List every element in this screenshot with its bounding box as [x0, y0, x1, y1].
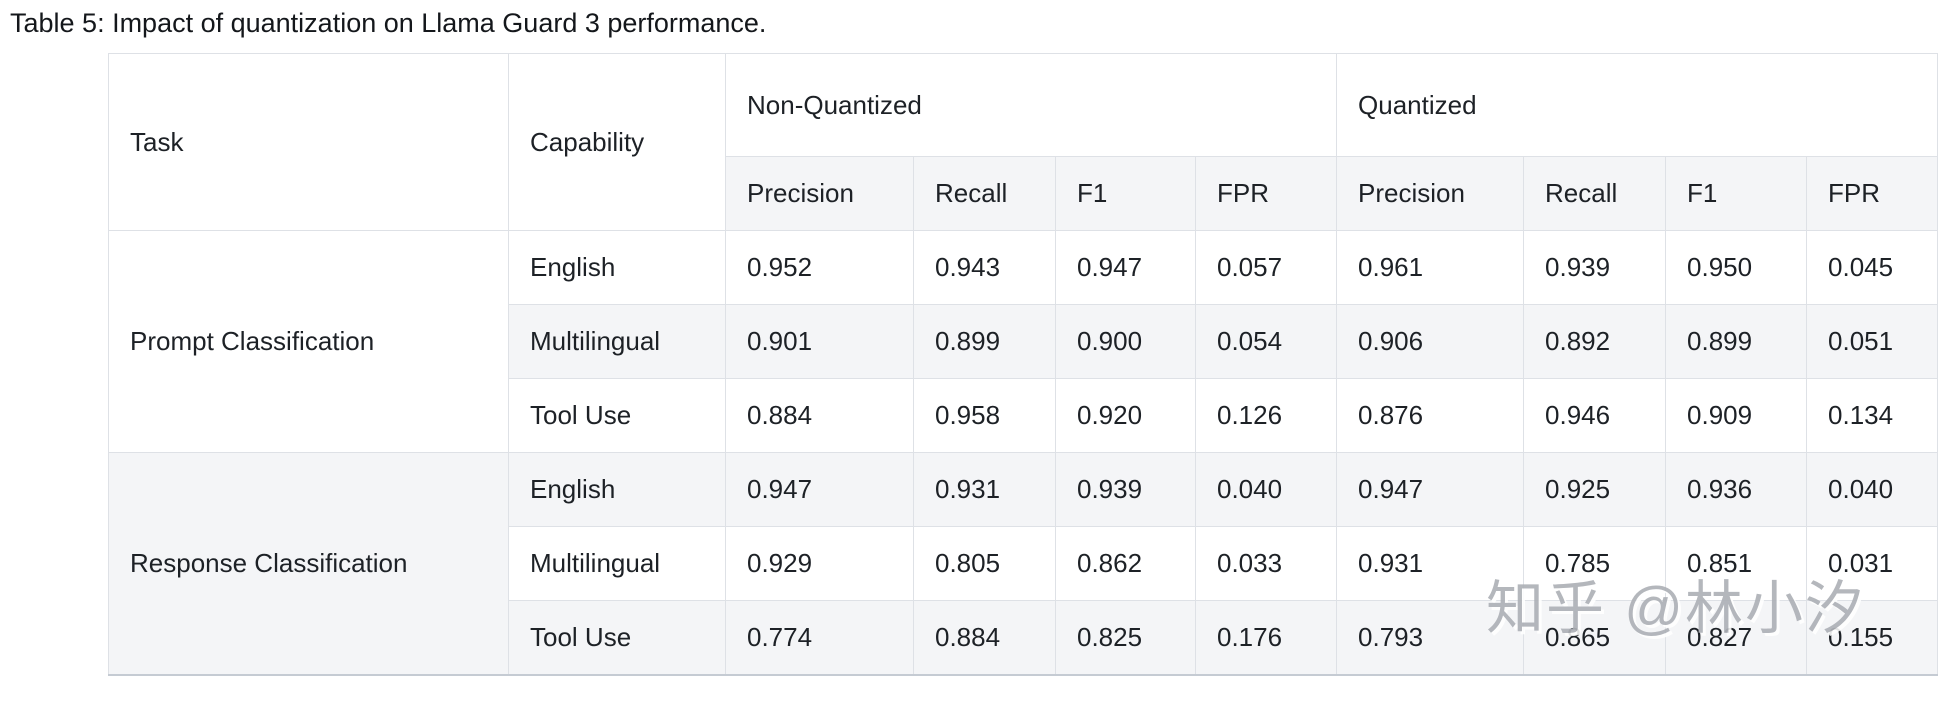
col-header-nq-fpr: FPR: [1194, 156, 1338, 231]
metric-cell: 0.899: [1665, 304, 1808, 379]
metric-cell: 0.884: [913, 600, 1056, 675]
metric-cell: 0.031: [1806, 526, 1939, 601]
metric-cell: 0.793: [1336, 600, 1525, 675]
table-row: Multilingual 0.929 0.805 0.862 0.033 0.9…: [109, 526, 1939, 601]
performance-table: Task Capability Non-Quantized Quantized …: [108, 53, 1939, 676]
col-header-nq-precision: Precision: [725, 156, 914, 231]
col-header-task: Task: [108, 53, 509, 231]
metric-cell: 0.825: [1055, 600, 1196, 675]
metric-header-row: Precision Recall F1 FPR Precision Recall…: [109, 156, 1939, 231]
metric-cell: 0.033: [1194, 526, 1338, 601]
metric-cell: 0.876: [1336, 378, 1525, 453]
table-row: Multilingual 0.901 0.899 0.900 0.054 0.9…: [109, 304, 1939, 379]
capability-cell: Tool Use: [508, 600, 726, 675]
col-header-q-precision: Precision: [1336, 156, 1525, 231]
capability-cell: Multilingual: [508, 526, 726, 601]
metric-cell: 0.155: [1806, 600, 1939, 675]
metric-cell: 0.785: [1523, 526, 1667, 601]
metric-cell: 0.051: [1806, 304, 1939, 379]
col-header-nq-recall: Recall: [913, 156, 1056, 231]
metric-cell: 0.774: [725, 600, 914, 675]
group-header-row: Task Capability Non-Quantized Quantized: [108, 53, 1939, 231]
capability-cell: English: [508, 230, 726, 305]
metric-cell: 0.884: [725, 378, 914, 453]
metric-cell: 0.134: [1806, 378, 1939, 453]
col-header-q-recall: Recall: [1523, 156, 1667, 231]
capability-cell: Multilingual: [508, 304, 726, 379]
metric-cell: 0.947: [1336, 452, 1525, 527]
metric-cell: 0.946: [1523, 378, 1667, 453]
task-cell-response-classification: Response Classification: [108, 452, 509, 675]
col-header-q-fpr: FPR: [1806, 156, 1939, 231]
metric-cell: 0.929: [725, 526, 914, 601]
metric-cell: 0.126: [1194, 378, 1338, 453]
metric-cell: 0.900: [1055, 304, 1196, 379]
table-caption: Table 5: Impact of quantization on Llama…: [10, 8, 767, 38]
col-header-capability: Capability: [508, 53, 726, 231]
metric-cell: 0.947: [1055, 230, 1196, 305]
metric-cell: 0.950: [1665, 230, 1808, 305]
metric-cell: 0.939: [1523, 230, 1667, 305]
metric-cell: 0.952: [725, 230, 914, 305]
metric-cell: 0.906: [1336, 304, 1525, 379]
col-group-quantized: Quantized: [1336, 53, 1939, 157]
metric-cell: 0.931: [913, 452, 1056, 527]
table-row: Prompt Classification English 0.952 0.94…: [108, 230, 1939, 453]
metric-cell: 0.054: [1194, 304, 1338, 379]
metric-cell: 0.865: [1523, 600, 1667, 675]
metric-cell: 0.961: [1336, 230, 1525, 305]
metric-cell: 0.909: [1665, 378, 1808, 453]
col-group-non-quantized: Non-Quantized: [724, 53, 1338, 157]
metric-cell: 0.176: [1194, 600, 1338, 675]
metric-cell: 0.936: [1665, 452, 1808, 527]
metric-cell: 0.862: [1055, 526, 1196, 601]
metric-cell: 0.931: [1336, 526, 1525, 601]
metric-cell: 0.939: [1055, 452, 1196, 527]
capability-cell: English: [508, 452, 726, 527]
metric-cell: 0.057: [1194, 230, 1338, 305]
col-header-q-f1: F1: [1665, 156, 1808, 231]
metric-cell: 0.827: [1665, 600, 1808, 675]
metric-cell: 0.045: [1806, 230, 1939, 305]
table-row: Tool Use 0.774 0.884 0.825 0.176 0.793 0…: [109, 600, 1939, 675]
metric-cell: 0.943: [913, 230, 1056, 305]
metric-cell: 0.899: [913, 304, 1056, 379]
col-header-nq-f1: F1: [1055, 156, 1196, 231]
table-row: Response Classification English 0.947 0.…: [108, 452, 1939, 675]
metric-cell: 0.892: [1523, 304, 1667, 379]
metric-cell: 0.947: [725, 452, 914, 527]
metric-cell: 0.958: [913, 378, 1056, 453]
metric-cell: 0.040: [1194, 452, 1338, 527]
metric-cell: 0.851: [1665, 526, 1808, 601]
task-cell-prompt-classification: Prompt Classification: [108, 230, 509, 453]
metric-cell: 0.925: [1523, 452, 1667, 527]
metric-cell: 0.040: [1806, 452, 1939, 527]
capability-cell: Tool Use: [508, 378, 726, 453]
metric-cell: 0.901: [725, 304, 914, 379]
metric-cell: 0.805: [913, 526, 1056, 601]
metric-cell: 0.920: [1055, 378, 1196, 453]
